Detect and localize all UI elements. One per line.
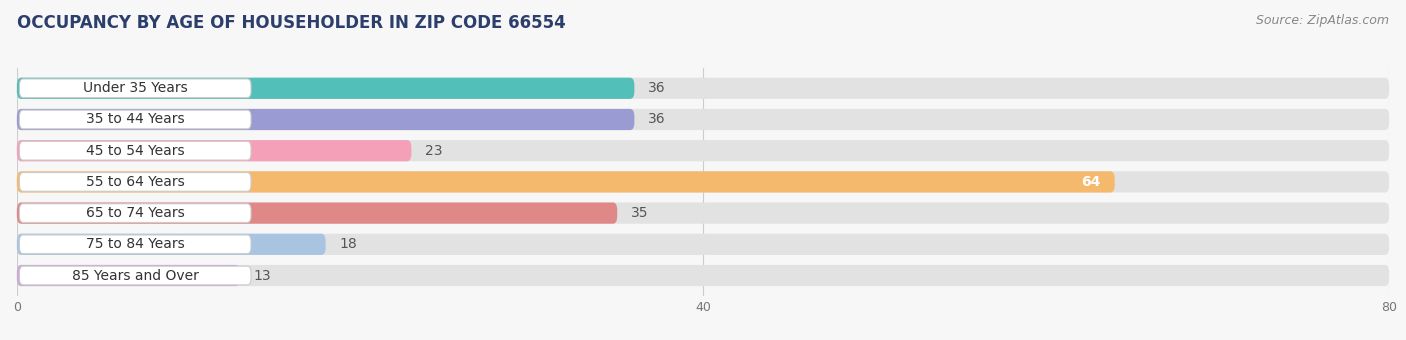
Text: 75 to 84 Years: 75 to 84 Years bbox=[86, 237, 184, 251]
FancyBboxPatch shape bbox=[17, 265, 240, 286]
Text: 64: 64 bbox=[1081, 175, 1101, 189]
Text: 23: 23 bbox=[425, 144, 443, 158]
FancyBboxPatch shape bbox=[17, 203, 1389, 224]
Text: 45 to 54 Years: 45 to 54 Years bbox=[86, 144, 184, 158]
FancyBboxPatch shape bbox=[20, 79, 252, 98]
FancyBboxPatch shape bbox=[20, 141, 252, 160]
FancyBboxPatch shape bbox=[17, 234, 1389, 255]
FancyBboxPatch shape bbox=[17, 78, 634, 99]
Text: 36: 36 bbox=[648, 113, 665, 126]
Text: Under 35 Years: Under 35 Years bbox=[83, 81, 187, 95]
Text: 35: 35 bbox=[631, 206, 648, 220]
FancyBboxPatch shape bbox=[17, 171, 1115, 192]
FancyBboxPatch shape bbox=[20, 110, 252, 129]
FancyBboxPatch shape bbox=[17, 78, 1389, 99]
Text: 55 to 64 Years: 55 to 64 Years bbox=[86, 175, 184, 189]
FancyBboxPatch shape bbox=[17, 140, 1389, 161]
FancyBboxPatch shape bbox=[20, 266, 252, 285]
Text: OCCUPANCY BY AGE OF HOUSEHOLDER IN ZIP CODE 66554: OCCUPANCY BY AGE OF HOUSEHOLDER IN ZIP C… bbox=[17, 14, 565, 32]
Text: 36: 36 bbox=[648, 81, 665, 95]
Text: 18: 18 bbox=[339, 237, 357, 251]
FancyBboxPatch shape bbox=[20, 204, 252, 222]
FancyBboxPatch shape bbox=[17, 171, 1389, 192]
Text: 85 Years and Over: 85 Years and Over bbox=[72, 269, 198, 283]
FancyBboxPatch shape bbox=[17, 203, 617, 224]
Text: Source: ZipAtlas.com: Source: ZipAtlas.com bbox=[1256, 14, 1389, 27]
FancyBboxPatch shape bbox=[20, 173, 252, 191]
FancyBboxPatch shape bbox=[17, 109, 634, 130]
FancyBboxPatch shape bbox=[17, 265, 1389, 286]
FancyBboxPatch shape bbox=[20, 235, 252, 254]
FancyBboxPatch shape bbox=[17, 234, 326, 255]
Text: 65 to 74 Years: 65 to 74 Years bbox=[86, 206, 184, 220]
FancyBboxPatch shape bbox=[17, 109, 1389, 130]
Text: 35 to 44 Years: 35 to 44 Years bbox=[86, 113, 184, 126]
Text: 13: 13 bbox=[253, 269, 271, 283]
FancyBboxPatch shape bbox=[17, 140, 412, 161]
